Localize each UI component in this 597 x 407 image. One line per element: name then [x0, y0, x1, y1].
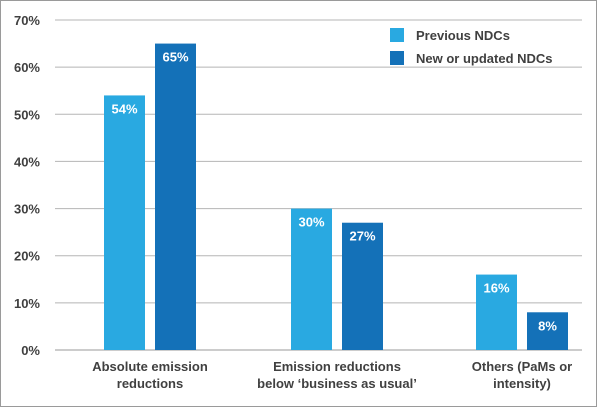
data-label: 8% — [538, 318, 557, 333]
bar — [104, 95, 145, 350]
legend-swatch — [390, 28, 404, 42]
x-axis-categories: Absolute emission reductions Emission redu… — [92, 359, 572, 391]
bar — [527, 312, 568, 350]
data-label: 16% — [483, 281, 509, 296]
data-label: 65% — [162, 50, 188, 65]
category-label: below ‘business as usual’ — [257, 376, 417, 391]
category-label: Absolute emission — [92, 359, 208, 374]
bar — [291, 208, 332, 350]
category-label: reductions — [117, 376, 183, 391]
y-tick-label: 20% — [14, 249, 40, 264]
legend-label: New or updated NDCs — [416, 51, 553, 66]
data-label: 27% — [349, 229, 375, 244]
y-tick-label: 0% — [21, 343, 40, 358]
bar — [155, 43, 196, 350]
y-tick-label: 60% — [14, 60, 40, 75]
y-tick-label: 70% — [14, 13, 40, 28]
y-tick-label: 30% — [14, 202, 40, 217]
bars — [104, 43, 568, 350]
legend: Previous NDCs New or updated NDCs — [390, 28, 553, 66]
data-labels: 54% 30% 16% 65% 27% 8% — [111, 50, 557, 334]
y-tick-label: 40% — [14, 154, 40, 169]
bar — [476, 274, 517, 350]
y-tick-label: 50% — [14, 107, 40, 122]
y-tick-label: 10% — [14, 296, 40, 311]
category-label: Others (PaMs or — [472, 359, 572, 374]
legend-label: Previous NDCs — [416, 28, 510, 43]
category-label: Emission reductions — [273, 359, 401, 374]
data-label: 54% — [111, 101, 137, 116]
bar — [342, 222, 383, 350]
data-label: 30% — [298, 215, 324, 230]
y-axis-ticks: 0% 10% 20% 30% 40% 50% 60% 70% — [14, 13, 40, 358]
category-label: intensity) — [493, 376, 551, 391]
legend-swatch — [390, 51, 404, 65]
